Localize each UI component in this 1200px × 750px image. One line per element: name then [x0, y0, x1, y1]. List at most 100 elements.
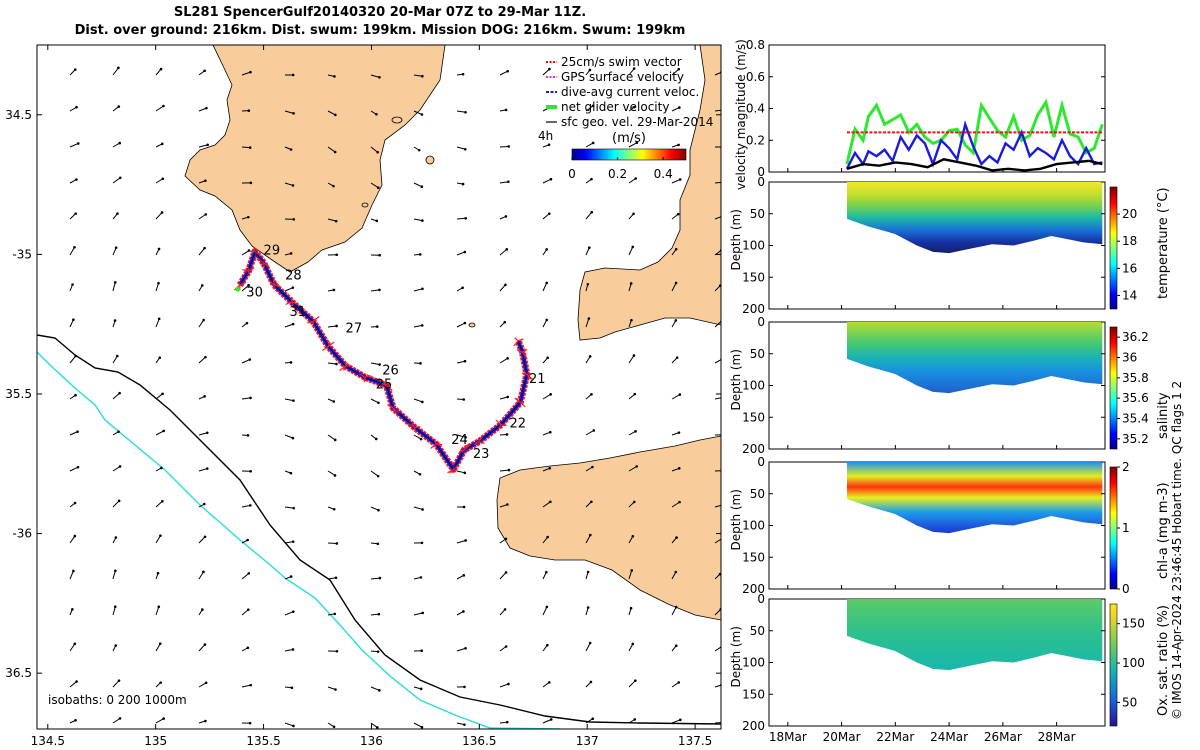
velocity-arrow	[327, 146, 336, 153]
velocity-arrow-head	[377, 401, 380, 405]
velocity-arrow-head	[114, 644, 118, 647]
velocity-arrow	[241, 397, 251, 400]
velocity-arrow	[370, 506, 379, 511]
velocity-arrow	[413, 398, 423, 403]
velocity-arrow	[241, 71, 251, 76]
swim-vector	[500, 424, 507, 427]
day-label: 22	[510, 416, 527, 431]
oxygen-section-colorbar-tick-label: 150	[1122, 617, 1145, 631]
velocity-series-net-glider-velocity	[845, 98, 1104, 165]
velocity-arrow-head	[291, 540, 295, 543]
velocity-arrow	[413, 110, 423, 115]
map-ytick-label: 36.5	[5, 666, 32, 680]
velocity-arrow-head	[722, 721, 725, 724]
velocity-arrow	[542, 319, 548, 328]
velocity-arrow	[456, 360, 466, 364]
velocity-arrow	[284, 110, 294, 114]
velocity-arrow	[671, 179, 681, 184]
velocity-arrow-head	[74, 212, 77, 215]
velocity-arrow	[671, 68, 680, 76]
chart-title-line2: Dist. over ground: 216km. Dist. swum: 19…	[74, 23, 686, 38]
temperature-section-colorbar-tick-label: 16	[1122, 261, 1137, 275]
swim-vector	[430, 443, 437, 449]
swim-vector	[273, 285, 275, 289]
velocity-arrow-head	[504, 645, 508, 648]
velocity-arrow-head	[419, 362, 422, 365]
eyre-peninsula	[184, 45, 446, 273]
velocity-arrow	[370, 470, 379, 477]
velocity-arrow	[370, 362, 380, 366]
velocity-panel: 0 0.2 0.4 0.6 0.8 velocity magnitude (m/s)	[734, 38, 1106, 190]
swim-vector	[461, 449, 465, 453]
day-label: 25	[376, 377, 393, 392]
velocity-arrow	[585, 142, 594, 148]
velocity-arrow	[241, 359, 250, 364]
velocity-arrow	[585, 318, 590, 328]
velocity-arrow-head	[420, 113, 424, 116]
velocity-arrow-head	[162, 717, 165, 720]
velocity-arrow	[714, 722, 721, 724]
velocity-arrow	[456, 434, 466, 438]
island	[468, 322, 476, 328]
temperature-section-ytick-label: 0	[757, 175, 765, 189]
velocity-arrow-head	[201, 608, 204, 611]
velocity-arrow-head	[249, 396, 252, 400]
velocity-arrow	[542, 213, 550, 220]
velocity-arrow-head	[376, 542, 380, 546]
velocity-arrow-head	[118, 141, 122, 145]
velocity-arrow	[69, 143, 79, 148]
velocity-arrow	[585, 211, 593, 220]
oxygen-section-colorbar-tick-label: 50	[1122, 695, 1137, 709]
velocity-arrow	[69, 355, 76, 364]
velocity-arrow	[370, 613, 379, 616]
velocity-arrow-head	[506, 395, 510, 399]
velocity-arrow-head	[247, 608, 250, 611]
velocity-arrow	[198, 107, 207, 112]
velocity-arrow-head	[289, 575, 293, 578]
velocity-arrow	[327, 110, 336, 116]
velocity-arrow-head	[113, 281, 117, 284]
velocity-arrow	[155, 212, 163, 220]
track-line	[239, 250, 528, 471]
velocity-arrow-head	[674, 319, 678, 322]
velocity-arrow-head	[633, 500, 636, 504]
velocity-arrow-head	[334, 113, 337, 117]
map-ytick-label: 34.5	[5, 108, 32, 122]
map-xtick-label: 134.5	[31, 734, 65, 748]
island	[425, 155, 435, 165]
velocity-arrow-head	[160, 211, 164, 214]
velocity-arrow	[499, 181, 509, 184]
time-axis: 18Mar 20Mar 22Mar 24Mar 26Mar 28Mar	[769, 168, 1076, 744]
map-ytick-label: -35	[12, 247, 32, 261]
velocity-arrow	[628, 178, 636, 184]
velocity-arrow	[585, 105, 594, 112]
velocity-arrow-head	[674, 605, 678, 609]
velocity-arrow-head	[333, 438, 337, 442]
velocity-ytick-label: 0.4	[746, 102, 765, 116]
day-label: 28	[285, 269, 302, 284]
velocity-arrow-head	[591, 717, 595, 721]
swim-vector	[495, 419, 502, 426]
velocity-arrow-head	[374, 437, 378, 441]
salinity-section-colorbar-label: salinity	[1156, 392, 1171, 439]
swim-vector	[463, 444, 471, 451]
velocity-arrow	[714, 216, 721, 220]
salinity-section-colorbar	[1109, 326, 1118, 450]
velocity-ytick-label: 0.6	[746, 70, 765, 84]
swim-vector	[433, 439, 437, 445]
velocity-arrow-head	[505, 720, 509, 724]
velocity-arrow-head	[463, 147, 467, 151]
velocity-arrow-head	[248, 721, 252, 725]
swim-vector	[364, 375, 372, 378]
time-tick-label: 26Mar	[984, 730, 1022, 744]
velocity-arrow-head	[546, 643, 549, 647]
velocity-arrow	[499, 248, 508, 256]
velocity-arrow-head	[203, 502, 206, 506]
velocity-arrow-head	[249, 683, 252, 687]
velocity-arrow-head	[117, 66, 120, 70]
velocity-arrow-head	[462, 505, 466, 509]
swim-vector	[523, 370, 528, 375]
velocity-arrow-head	[503, 320, 507, 324]
velocity-arrow-head	[546, 535, 549, 539]
velocity-arrow-head	[420, 725, 424, 729]
